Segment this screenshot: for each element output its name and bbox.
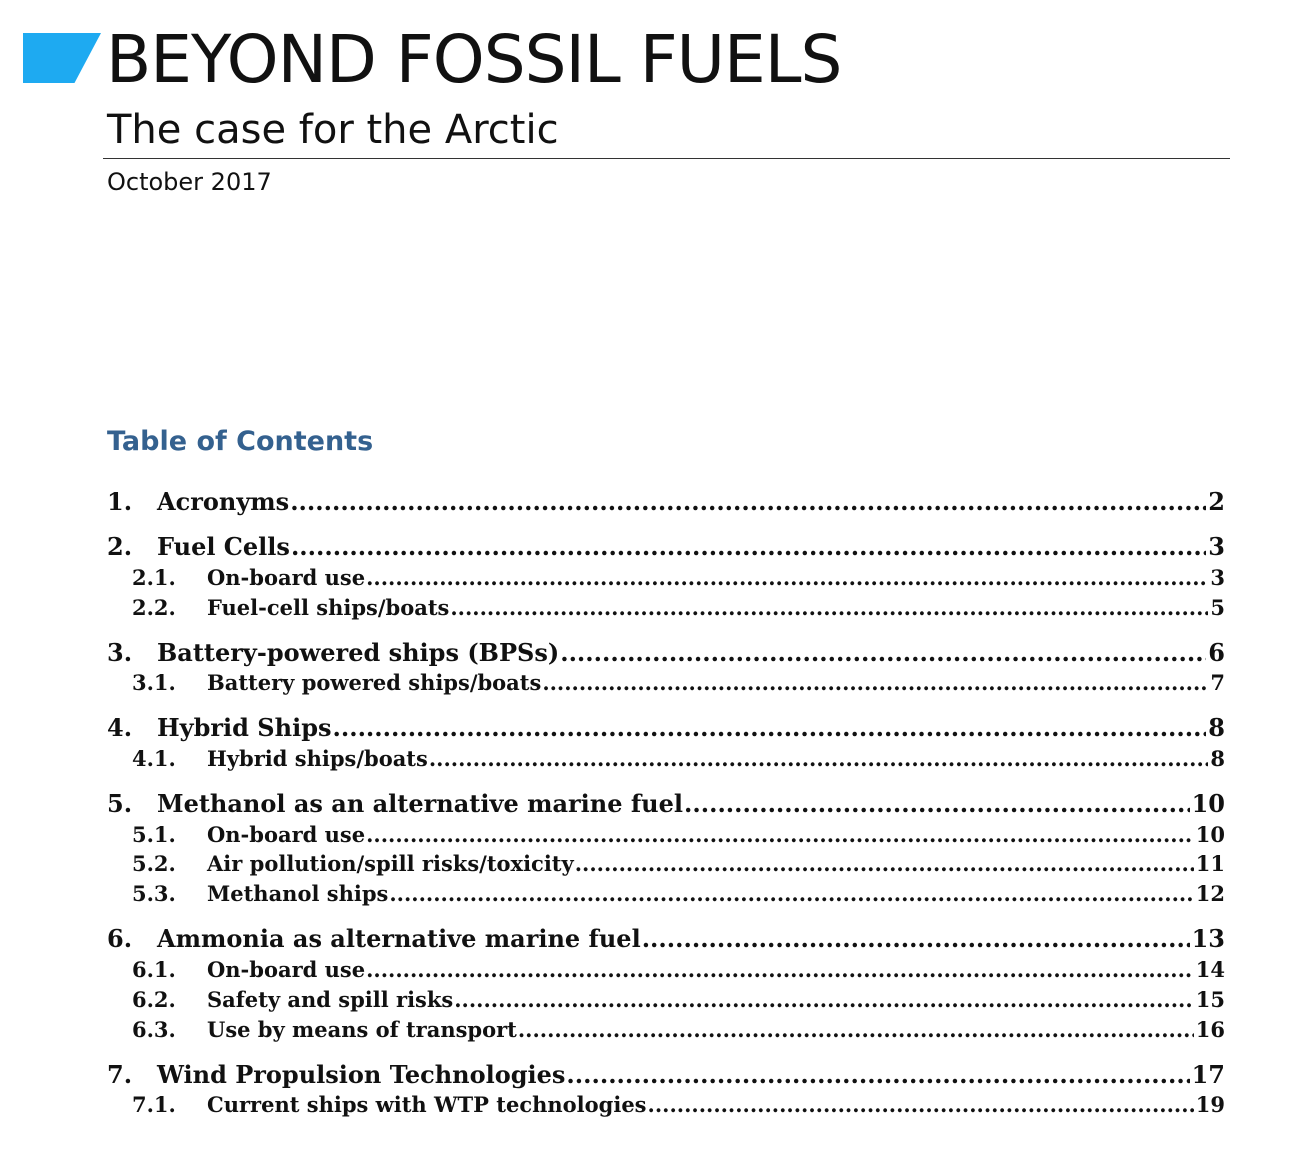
toc-entry-title: Use by means of transport [207, 1017, 517, 1042]
toc-entry-title: Fuel Cells [157, 532, 290, 561]
toc-entry-page: 3 [1208, 532, 1225, 561]
toc-entry[interactable]: 5.1. On-board use 10 [107, 820, 1225, 850]
toc-entry-number: 4.1. [132, 746, 176, 771]
toc-entry-title: Battery powered ships/boats [207, 670, 542, 695]
toc-dot-leader [566, 1059, 1189, 1091]
toc-entry[interactable]: 7. Wind Propulsion Technologies 17 [107, 1059, 1225, 1091]
toc-entry-page: 17 [1191, 1060, 1225, 1089]
toc-dot-leader [642, 923, 1190, 955]
toc-entry-page: 11 [1195, 851, 1225, 876]
toc-dot-leader [454, 985, 1194, 1015]
toc-entry[interactable]: 2. Fuel Cells 3 [107, 531, 1225, 563]
toc-entry[interactable]: 4. Hybrid Ships 8 [107, 712, 1225, 744]
toc-dot-leader [542, 668, 1208, 698]
toc-entry-number: 1. [107, 487, 133, 516]
toc-entry[interactable]: 3. Battery-powered ships (BPSs) 6 [107, 637, 1225, 669]
toc-dot-leader [366, 955, 1194, 985]
toc-entry-page: 16 [1195, 1017, 1225, 1042]
toc-entry-title: Battery-powered ships (BPSs) [157, 638, 560, 667]
toc-entry-page: 19 [1195, 1092, 1225, 1117]
toc-entry-title: On-board use [207, 822, 366, 847]
toc-entry-number: 6.1. [132, 957, 176, 982]
title-divider [103, 158, 1230, 159]
toc-entry-page: 12 [1195, 881, 1225, 906]
toc-entry-number: 2. [107, 532, 133, 561]
document-date: October 2017 [107, 168, 272, 196]
toc-entry[interactable]: 2.2. Fuel-cell ships/boats 5 [107, 593, 1225, 623]
toc-entry-page: 3 [1210, 565, 1225, 590]
toc-entry[interactable]: 7.1. Current ships with WTP technologies 1… [107, 1090, 1225, 1120]
toc-entry-number: 6.3. [132, 1017, 176, 1042]
toc-entry-page: 10 [1195, 822, 1225, 847]
toc-entry-page: 14 [1195, 957, 1225, 982]
toc-dot-leader [684, 788, 1190, 820]
toc-entry-number: 7. [107, 1060, 133, 1089]
toc-entry[interactable]: 4.1. Hybrid ships/boats 8 [107, 744, 1225, 774]
toc-heading: Table of Contents [107, 426, 374, 457]
toc-entry-number: 5.2. [132, 851, 176, 876]
toc-entry[interactable]: 6.1. On-board use 14 [107, 955, 1225, 985]
toc-entry-title: Safety and spill risks [207, 987, 454, 1012]
toc-entry-title: Methanol ships [207, 881, 389, 906]
toc-dot-leader [450, 593, 1208, 623]
document-title: BEYOND FOSSIL FUELS [106, 21, 842, 98]
toc-dot-leader [429, 744, 1209, 774]
toc-dot-leader [518, 1015, 1194, 1045]
toc-entry[interactable]: 3.1. Battery powered ships/boats 7 [107, 668, 1225, 698]
toc-dot-leader [575, 849, 1194, 879]
toc-entry-page: 6 [1208, 638, 1225, 667]
toc-entry-title: Wind Propulsion Technologies [157, 1060, 566, 1089]
toc-entry-number: 3. [107, 638, 133, 667]
toc-dot-leader [366, 563, 1208, 593]
toc-entry-number: 2.2. [132, 595, 176, 620]
toc-entry-title: Fuel-cell ships/boats [207, 595, 450, 620]
toc-dot-leader [291, 531, 1206, 563]
toc-entry-number: 6.2. [132, 987, 176, 1012]
toc-entry-number: 4. [107, 713, 133, 742]
toc-entry-title: Ammonia as alternative marine fuel [157, 924, 641, 953]
toc-entry-page: 15 [1195, 987, 1225, 1012]
toc-entry-title: On-board use [207, 957, 366, 982]
toc-entry-page: 13 [1191, 924, 1225, 953]
toc-entry-page: 10 [1191, 789, 1225, 818]
toc-entry-title: On-board use [207, 565, 366, 590]
toc-dot-leader [560, 637, 1206, 669]
toc-entry-number: 5.1. [132, 822, 176, 847]
toc-entry[interactable]: 1. Acronyms 2 [107, 486, 1225, 518]
toc-entry[interactable]: 6.2. Safety and spill risks 15 [107, 985, 1225, 1015]
toc-entry-page: 8 [1210, 746, 1225, 771]
toc-entry-number: 3.1. [132, 670, 176, 695]
toc-entry[interactable]: 2.1. On-board use 3 [107, 563, 1225, 593]
toc-entry[interactable]: 6. Ammonia as alternative marine fuel 13 [107, 923, 1225, 955]
toc-dot-leader [648, 1090, 1194, 1120]
toc-entry-page: 5 [1210, 595, 1225, 620]
toc-entry-number: 2.1. [132, 565, 176, 590]
toc-entry-number: 5. [107, 789, 133, 818]
toc-dot-leader [366, 820, 1194, 850]
toc-dot-leader [389, 879, 1193, 909]
toc-entry-title: Air pollution/spill risks/toxicity [207, 851, 574, 876]
toc-entry-title: Acronyms [157, 487, 290, 516]
toc-dot-leader [290, 486, 1206, 518]
toc-entry-page: 2 [1208, 487, 1225, 516]
toc-entry[interactable]: 5.2. Air pollution/spill risks/toxicity 11 [107, 849, 1225, 879]
document-subtitle: The case for the Arctic [107, 107, 559, 153]
toc-entry[interactable]: 6.3. Use by means of transport 16 [107, 1015, 1225, 1045]
toc-entry-number: 5.3. [132, 881, 176, 906]
toc-entry[interactable]: 5. Methanol as an alternative marine fuel… [107, 788, 1225, 820]
toc-entry-page: 8 [1208, 713, 1225, 742]
toc-entry-title: Current ships with WTP technologies [207, 1092, 647, 1117]
toc-entry-title: Methanol as an alternative marine fuel [157, 789, 684, 818]
toc-entry-number: 6. [107, 924, 133, 953]
toc-dot-leader [333, 712, 1207, 744]
toc-entry-number: 7.1. [132, 1092, 176, 1117]
toc-entry[interactable]: 5.3. Methanol ships 12 [107, 879, 1225, 909]
toc-entry-title: Hybrid Ships [157, 713, 332, 742]
toc-entry-page: 7 [1210, 670, 1225, 695]
toc-entry-title: Hybrid ships/boats [207, 746, 428, 771]
